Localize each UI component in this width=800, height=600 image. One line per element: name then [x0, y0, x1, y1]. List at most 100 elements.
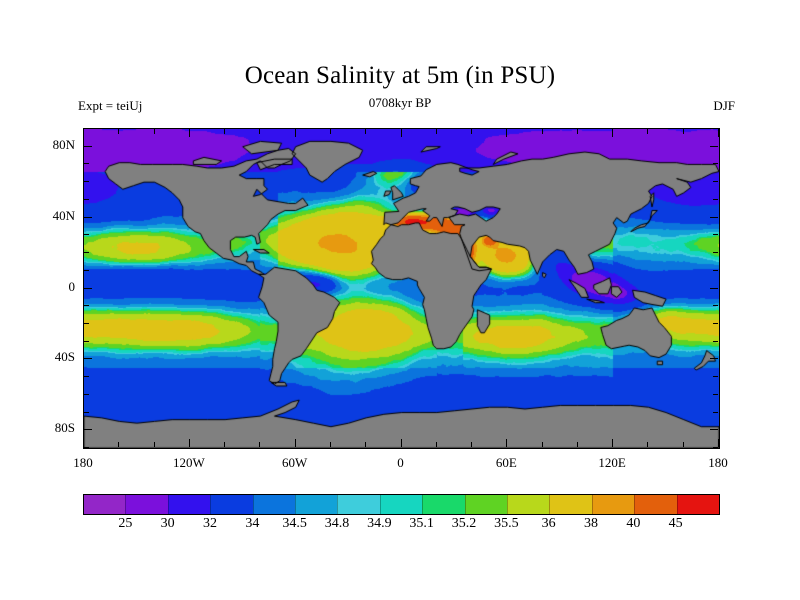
y-tick-right	[713, 181, 718, 182]
colorbar-swatch	[379, 495, 423, 514]
y-tick	[84, 429, 92, 430]
y-tick-right	[713, 305, 718, 306]
x-tick-top	[83, 129, 84, 137]
x-tick	[365, 442, 366, 447]
colorbar-tick-label: 30	[160, 516, 175, 531]
x-tick-top	[577, 129, 578, 134]
colorbar-tick-label: 35.1	[409, 516, 434, 531]
x-tick-top	[365, 129, 366, 134]
y-tick-right	[710, 146, 718, 147]
experiment-label: Expt = teiUj	[78, 98, 143, 113]
y-tick-right	[713, 376, 718, 377]
colorbar-swatch	[634, 495, 677, 514]
x-tick	[118, 442, 119, 447]
y-tick	[84, 199, 89, 200]
colorbar-tick-label: 34.8	[324, 516, 350, 531]
colorbar-tick-label: 40	[626, 516, 641, 531]
y-tick-right	[713, 234, 718, 235]
x-tick	[436, 442, 437, 447]
x-tick	[577, 442, 578, 447]
x-tick	[401, 439, 402, 447]
x-tick	[259, 442, 260, 447]
colorbar-swatch	[252, 495, 296, 514]
y-tick-right	[710, 358, 718, 359]
colorbar-swatch	[167, 495, 211, 514]
y-tick-right	[713, 447, 718, 448]
x-axis-label: 180	[708, 455, 728, 470]
y-axis-label: 0	[68, 278, 76, 294]
x-tick-top	[154, 129, 155, 134]
colorbar-swatch	[464, 495, 508, 514]
colorbar-swatch	[507, 495, 550, 514]
x-tick-top	[189, 129, 190, 137]
colorbar-swatch	[210, 495, 253, 514]
season-label: DJF	[713, 98, 735, 113]
figure-subtitle: 0708kyr BP	[368, 95, 432, 110]
colorbar-tick-label: 38	[584, 516, 598, 531]
x-tick	[154, 442, 155, 447]
y-tick	[84, 323, 89, 324]
y-tick	[84, 358, 92, 359]
colorbar	[83, 494, 720, 515]
x-axis-label: 60E	[495, 455, 517, 470]
x-axis-label: 120E	[598, 455, 626, 470]
y-tick-right	[713, 341, 718, 342]
colorbar-tick-label: 35.5	[494, 516, 519, 531]
y-tick-right	[710, 288, 718, 289]
colorbar-tick-label: 35.2	[451, 516, 477, 531]
salinity-field-canvas	[84, 129, 719, 448]
y-tick-right	[713, 394, 718, 395]
y-axis-label: 40S	[54, 349, 75, 365]
x-tick	[612, 439, 613, 447]
x-tick	[471, 442, 472, 447]
x-tick-top	[118, 129, 119, 134]
x-tick-top	[330, 129, 331, 134]
colorbar-swatch	[337, 495, 380, 514]
colorbar-swatch	[591, 495, 635, 514]
y-axis-label: 40N	[52, 207, 75, 223]
colorbar-swatch	[125, 495, 168, 514]
y-tick	[84, 288, 92, 289]
x-tick	[718, 439, 719, 447]
y-tick	[84, 412, 89, 413]
colorbar-tick-label: 32	[203, 516, 217, 531]
x-tick-top	[436, 129, 437, 134]
y-tick	[84, 252, 89, 253]
x-tick	[83, 439, 84, 447]
y-tick-right	[713, 412, 718, 413]
x-axis-label: 120W	[172, 455, 205, 470]
x-tick-top	[612, 129, 613, 137]
colorbar-tick-label: 45	[668, 516, 683, 531]
x-tick-top	[506, 129, 507, 137]
y-tick	[84, 376, 89, 377]
y-tick-right	[713, 252, 718, 253]
y-tick	[84, 270, 89, 271]
colorbar-swatch	[295, 495, 338, 514]
y-tick-right	[710, 217, 718, 218]
x-tick-top	[259, 129, 260, 134]
x-tick	[506, 439, 507, 447]
y-tick-right	[713, 199, 718, 200]
colorbar-tick-label: 34.5	[282, 516, 307, 531]
y-axis-label: 80S	[54, 420, 75, 436]
colorbar-swatch	[676, 495, 720, 514]
x-tick-top	[718, 129, 719, 137]
y-tick	[84, 146, 92, 147]
x-tick-top	[542, 129, 543, 134]
page-title: Ocean Salinity at 5m (in PSU)	[244, 62, 556, 89]
x-tick	[647, 442, 648, 447]
colorbar-tick-label: 34	[245, 516, 260, 531]
colorbar-tick-label: 34.9	[367, 516, 392, 531]
x-tick-top	[224, 129, 225, 134]
y-tick-right	[713, 270, 718, 271]
y-tick-right	[713, 323, 718, 324]
x-tick	[224, 442, 225, 447]
x-axis-label: 0	[397, 455, 404, 470]
y-tick-right	[713, 128, 718, 129]
colorbar-swatch	[84, 495, 126, 514]
y-tick	[84, 341, 89, 342]
y-tick	[84, 305, 89, 306]
colorbar-tick-label: 25	[118, 516, 133, 531]
y-tick	[84, 163, 89, 164]
